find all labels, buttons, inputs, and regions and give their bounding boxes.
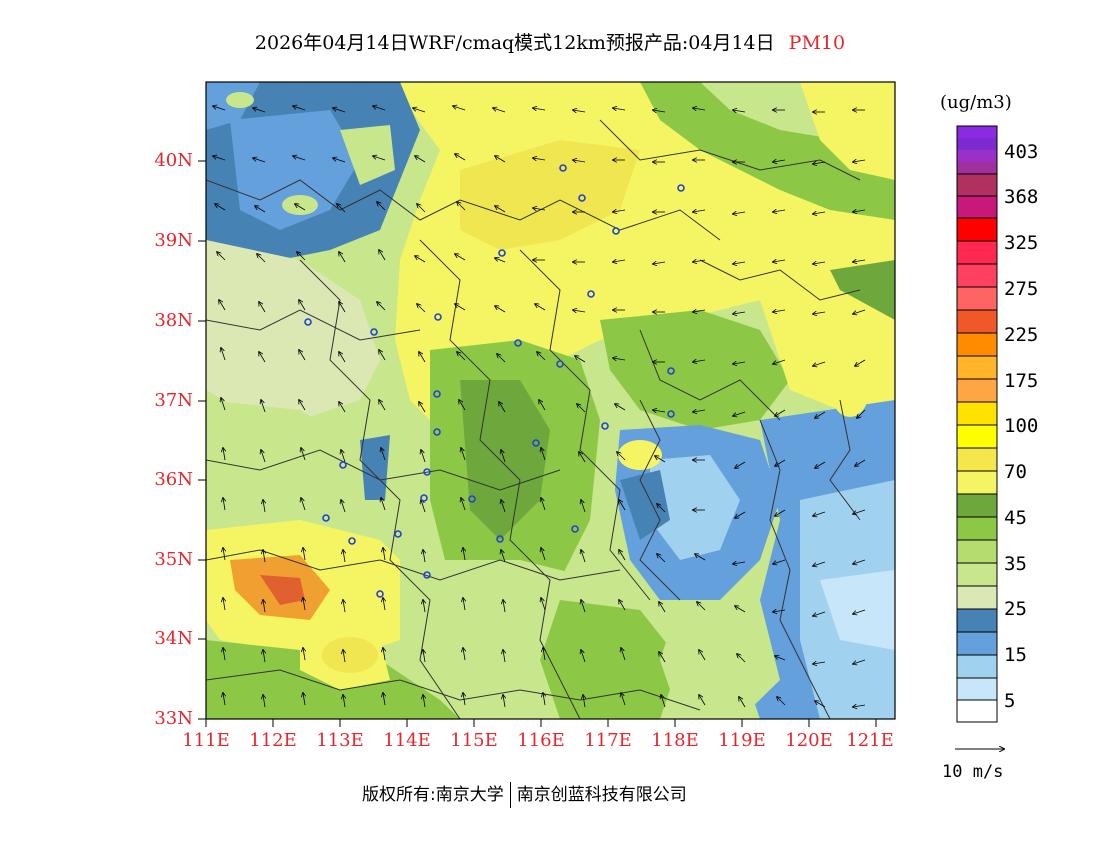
lon-ticks (205, 719, 877, 727)
lat-label-39n: 39N (154, 230, 193, 251)
lat-label-34n: 34N (154, 628, 193, 649)
copyright: 版权所有:南京大学 南京创蓝科技有限公司 (362, 780, 687, 808)
lat-label-38n: 38N (154, 310, 193, 331)
lat-label-37n: 37N (154, 390, 193, 411)
lon-label-114e: 114E (383, 730, 431, 751)
legend-label: 100 (1004, 415, 1039, 437)
copyright-divider (509, 782, 511, 808)
legend-label: 325 (1004, 232, 1039, 254)
lon-label-120e: 120E (785, 730, 833, 751)
legend-colorbar (956, 125, 998, 723)
lat-label-35n: 35N (154, 549, 193, 570)
legend-label: 275 (1004, 278, 1039, 300)
lon-label-111e: 111E (182, 730, 230, 751)
map-title: 2026年04月14日WRF/cmaq模式12km预报产品:04月14日 PM10 (0, 28, 1100, 55)
legend-units: (ug/m3) (940, 92, 1012, 113)
lat-label-33n: 33N (154, 708, 193, 729)
lon-label-113e: 113E (316, 730, 364, 751)
lon-label-117e: 117E (584, 730, 632, 751)
lon-label-115e: 115E (450, 730, 498, 751)
copyright-owner: 版权所有:南京大学 (362, 785, 504, 805)
legend-label: 225 (1004, 324, 1039, 346)
lon-label-112e: 112E (249, 730, 297, 751)
legend-label: 403 (1004, 141, 1039, 163)
lat-ticks (198, 160, 206, 720)
lon-label-119e: 119E (718, 730, 766, 751)
legend-label: 368 (1004, 186, 1039, 208)
legend-label: 175 (1004, 370, 1039, 392)
lon-label-116e: 116E (517, 730, 565, 751)
concentration-field (206, 82, 895, 719)
wind-vectors (213, 106, 866, 707)
title-variable: PM10 (788, 32, 846, 54)
legend-label: 35 (1004, 553, 1027, 575)
reference-vector-label: 10 m/s (942, 762, 1004, 782)
legend-label: 5 (1004, 690, 1016, 712)
lat-label-36n: 36N (154, 469, 193, 490)
legend-label: 45 (1004, 507, 1027, 529)
lat-label-40n: 40N (154, 150, 193, 171)
city-markers (304, 164, 685, 598)
legend-label: 15 (1004, 644, 1027, 666)
lon-label-118e: 118E (651, 730, 699, 751)
legend-label: 25 (1004, 598, 1027, 620)
title-main: 2026年04月14日WRF/cmaq模式12km预报产品:04月14日 (254, 32, 775, 54)
lon-label-121e: 121E (846, 730, 894, 751)
copyright-partner: 南京创蓝科技有限公司 (516, 785, 687, 805)
legend-label: 70 (1004, 461, 1027, 483)
